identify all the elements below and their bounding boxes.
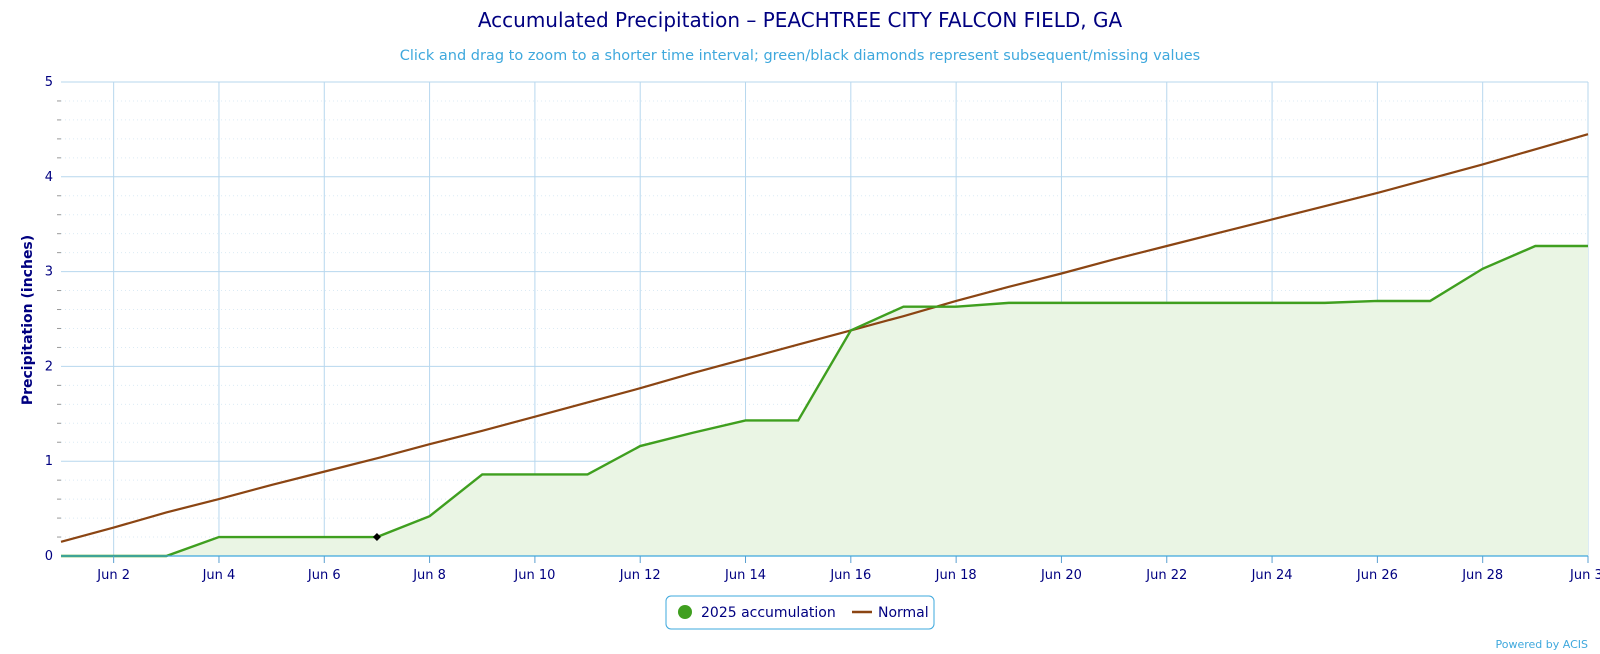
x-tick-label: Jun 20 (1040, 568, 1082, 583)
x-tick-label: Jun 12 (619, 568, 661, 583)
legend-box (665, 595, 935, 630)
y-tick-label: 2 (45, 359, 53, 374)
legend-item-2025-accumulation[interactable]: 2025 accumulation (678, 605, 836, 621)
missing-value-marker[interactable] (372, 533, 381, 542)
x-tick-label: Jun 26 (1356, 568, 1398, 583)
y-tick-label: 4 (45, 170, 53, 185)
legend-label-2025-accumulation: 2025 accumulation (701, 605, 836, 621)
x-tick-label: Jun 28 (1461, 568, 1503, 583)
legend-marker-2025-accumulation (678, 605, 692, 619)
x-tick-label: Jun 22 (1145, 568, 1187, 583)
x-tick-label: Jun 3 (1569, 568, 1600, 583)
x-tick-label: Jun 18 (935, 568, 977, 583)
x-tick-label: Jun 6 (307, 568, 341, 583)
y-tick-label: 3 (45, 265, 53, 280)
normal-line[interactable] (60, 133, 1589, 543)
chart-title: Accumulated Precipitation – PEACHTREE CI… (478, 8, 1123, 32)
x-tick-label: Jun 10 (513, 568, 555, 583)
x-tick-label: Jun 14 (724, 568, 766, 583)
x-tick-label: Jun 16 (829, 568, 871, 583)
chart-subtitle: Click and drag to zoom to a shorter time… (400, 48, 1201, 64)
y-tick-label: 1 (45, 454, 53, 469)
x-tick-label: Jun 8 (412, 568, 446, 583)
credit-link[interactable]: Powered by ACIS (1496, 638, 1589, 651)
y-axis-title: Precipitation (inches) (20, 235, 36, 405)
y-tick-label: 0 (45, 549, 53, 564)
legend[interactable]: 2025 accumulation Normal (665, 595, 935, 630)
x-tick-label: Jun 24 (1251, 568, 1293, 583)
legend-item-normal[interactable]: Normal (852, 605, 929, 621)
accumulation-area (61, 246, 1588, 556)
axes: 0 1 2 3 4 5 Jun 2 Jun 4 Jun 6 Jun 8 Jun 10 Jun 12 Ju… (45, 75, 1600, 583)
x-tick-label: Jun 4 (202, 568, 236, 583)
accumulation-line[interactable] (61, 244, 1588, 558)
legend-label-normal: Normal (878, 605, 929, 621)
y-tick-label: 5 (45, 75, 53, 90)
plot-area[interactable] (60, 133, 1589, 558)
x-tick-label: Jun 2 (96, 568, 130, 583)
